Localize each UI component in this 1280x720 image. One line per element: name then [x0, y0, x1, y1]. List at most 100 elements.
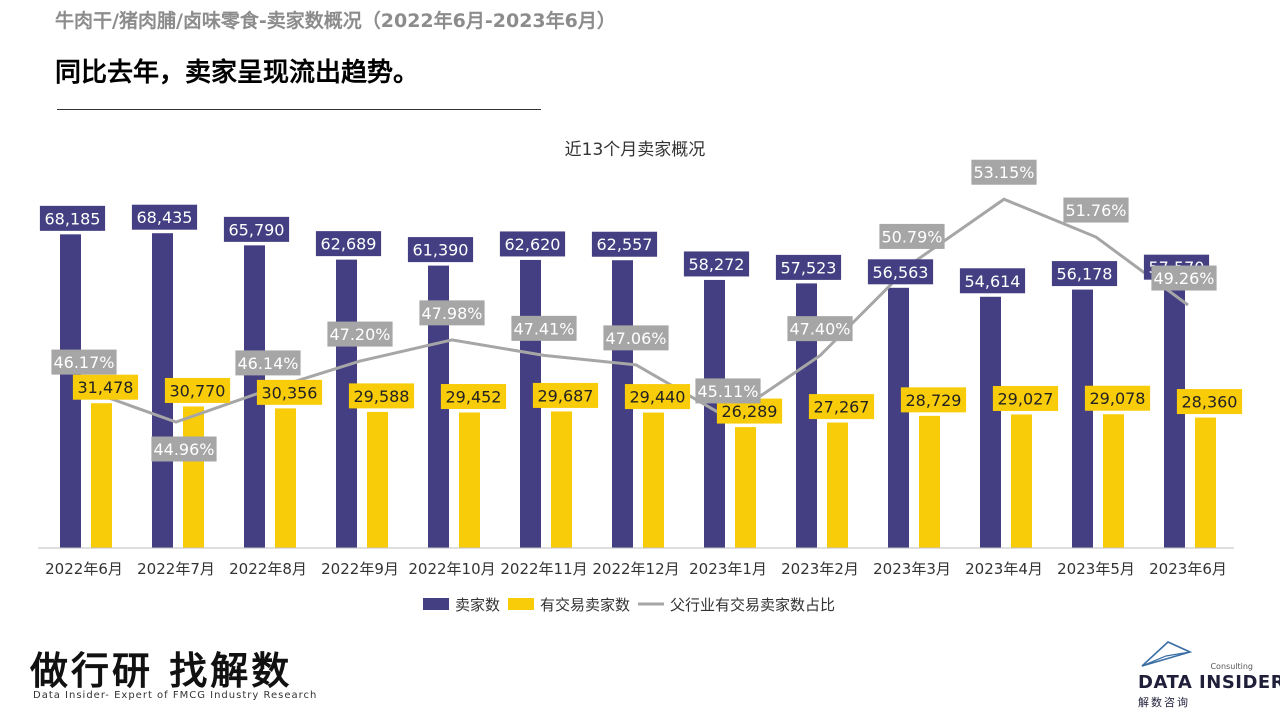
bar-trading-sellers — [643, 412, 664, 548]
x-tick-label: 2023年3月 — [873, 560, 951, 578]
data-label-share: 51.76% — [1063, 197, 1129, 223]
bar-trading-sellers — [1011, 414, 1032, 548]
data-label-trading-sellers-bg — [1084, 385, 1151, 411]
footer-slogan: 做行研 找解数 — [30, 649, 293, 693]
bar-sellers — [1072, 289, 1093, 548]
bar-trading-sellers — [91, 403, 112, 548]
bar-sellers — [704, 279, 725, 548]
bar-sellers — [1164, 283, 1185, 548]
page-title: 牛肉干/猪肉脯/卤味零食-卖家数概况（2022年6月-2023年6月） — [55, 10, 616, 32]
data-label-share: 47.06% — [603, 325, 669, 351]
data-label-share: 47.20% — [327, 321, 393, 347]
data-label-sellers-bg — [959, 268, 1026, 294]
bar-trading-sellers — [275, 408, 296, 548]
legend-swatch — [508, 598, 534, 610]
data-label-trading-sellers-text: 29,027 — [998, 389, 1054, 408]
data-label-sellers-text: 57,523 — [781, 258, 837, 277]
data-label-sellers: 56,563 — [867, 259, 934, 285]
data-label-trading-sellers-text: 26,289 — [722, 402, 778, 421]
data-label-trading-sellers: 28,360 — [1176, 389, 1243, 415]
data-label-trading-sellers-bg — [808, 394, 875, 420]
legend-swatch — [423, 598, 449, 610]
legend-label: 父行业有交易卖家数占比 — [670, 596, 835, 614]
data-label-sellers: 68,185 — [39, 205, 106, 231]
data-label-share-text: 46.14% — [237, 354, 298, 373]
data-label-trading-sellers: 29,452 — [440, 384, 507, 410]
data-label-sellers-text: 54,614 — [965, 272, 1021, 291]
x-tick-label: 2023年4月 — [965, 560, 1043, 578]
legend-item: 父行业有交易卖家数占比 — [638, 596, 835, 614]
bar-trading-sellers — [551, 411, 572, 548]
data-label-sellers-text: 62,620 — [505, 235, 561, 254]
x-tick-label: 2022年7月 — [137, 560, 215, 578]
data-label-share-bg — [327, 321, 393, 347]
data-label-trading-sellers: 29,027 — [992, 385, 1059, 411]
data-label-share-bg — [603, 325, 669, 351]
data-label-trading-sellers-text: 29,687 — [538, 386, 594, 405]
data-label-share-bg — [51, 349, 117, 375]
data-label-trading-sellers-text: 29,588 — [354, 387, 410, 406]
legend-item: 卖家数 — [423, 596, 500, 614]
data-label-share-text: 44.96% — [153, 440, 214, 459]
legend-label: 有交易卖家数 — [540, 596, 630, 614]
headline: 同比去年，卖家呈现流出趋势。 — [55, 58, 420, 88]
data-label-share-bg — [695, 378, 761, 404]
data-label-sellers-text: 65,790 — [229, 220, 285, 239]
x-tick-label: 2022年6月 — [45, 560, 123, 578]
data-label-sellers-text: 62,557 — [597, 235, 653, 254]
data-label-sellers: 68,435 — [131, 204, 198, 230]
data-label-share-bg — [879, 223, 945, 249]
x-tick-label: 2023年5月 — [1057, 560, 1135, 578]
data-label-sellers-bg — [39, 205, 106, 231]
data-label-trading-sellers-bg — [440, 384, 507, 410]
data-label-sellers-bg — [131, 204, 198, 230]
data-label-share: 47.98% — [419, 300, 485, 326]
x-tick-label: 2022年11月 — [500, 560, 587, 578]
data-label-sellers-text: 62,689 — [321, 235, 377, 254]
bar-sellers — [428, 265, 449, 548]
data-label-trading-sellers-bg — [348, 383, 415, 409]
bar-sellers — [980, 296, 1001, 548]
data-label-share: 53.15% — [971, 159, 1037, 185]
bar-trading-sellers — [919, 415, 940, 548]
data-label-share-bg — [787, 316, 853, 342]
x-tick-label: 2022年10月 — [408, 560, 495, 578]
data-label-sellers-bg — [223, 216, 290, 242]
data-label-share-bg — [235, 350, 301, 376]
data-label-trading-sellers-text: 29,440 — [630, 388, 686, 407]
data-label-sellers-text: 56,178 — [1057, 265, 1113, 284]
legend: 卖家数 有交易卖家数 父行业有交易卖家数占比 — [423, 596, 835, 614]
x-tick-label: 2022年9月 — [321, 560, 399, 578]
data-label-share-text: 47.41% — [513, 319, 574, 338]
logo-mark-icon — [1141, 641, 1193, 667]
data-label-share-bg — [1063, 197, 1129, 223]
data-label-trading-sellers: 29,687 — [532, 382, 599, 408]
logo-consulting: Consulting — [1210, 662, 1253, 671]
data-label-sellers-bg — [591, 231, 658, 257]
data-label-share-bg — [419, 300, 485, 326]
bar-trading-sellers — [827, 422, 848, 548]
data-label-sellers-text: 68,185 — [45, 209, 101, 228]
data-label-sellers: 56,178 — [1051, 261, 1118, 287]
data-label-sellers-bg — [499, 231, 566, 257]
data-label-sellers-bg — [1051, 261, 1118, 287]
divider — [57, 109, 541, 110]
x-tick-label: 2023年6月 — [1149, 560, 1227, 578]
brand-logo: Consulting DATA INSIDER 解数咨询 — [1132, 636, 1280, 714]
data-label-trading-sellers-bg — [164, 377, 231, 403]
data-label-share-text: 45.11% — [697, 382, 758, 401]
x-tick-label: 2023年1月 — [689, 560, 767, 578]
data-label-sellers-bg — [683, 251, 750, 277]
data-label-trading-sellers-bg — [532, 382, 599, 408]
legend-label: 卖家数 — [455, 596, 500, 614]
data-label-sellers: 54,614 — [959, 268, 1026, 294]
bar-sellers — [152, 233, 173, 548]
data-label-trading-sellers-text: 28,360 — [1182, 393, 1238, 412]
x-tick-label: 2023年2月 — [781, 560, 859, 578]
data-label-sellers: 62,557 — [591, 231, 658, 257]
bar-sellers — [888, 287, 909, 548]
chart-title: 近13个月卖家概况 — [565, 140, 706, 160]
logo-cn: 解数咨询 — [1138, 696, 1190, 709]
data-label-sellers-bg — [867, 259, 934, 285]
data-label-trading-sellers: 30,356 — [256, 379, 323, 405]
